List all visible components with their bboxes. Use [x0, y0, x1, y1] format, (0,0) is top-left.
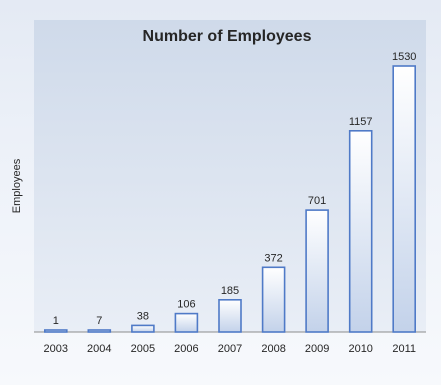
bar-2010	[348, 130, 373, 333]
chart-title: Number of Employees	[143, 28, 312, 45]
y-axis-label: Employees	[11, 158, 23, 213]
x-tick-label-2011: 2011	[392, 343, 416, 355]
x-tick-label-2007: 2007	[218, 343, 242, 355]
bar-2003	[43, 329, 68, 333]
data-label-2005: 38	[137, 310, 149, 322]
bar-2005	[131, 324, 155, 333]
data-label-2007: 185	[221, 285, 239, 297]
x-tick-labels: 2003 2004 2005 2006 2007 2008 2009 2010 2011	[44, 343, 416, 355]
data-label-2003: 1	[53, 315, 59, 327]
data-label-2006: 106	[177, 299, 195, 311]
data-label-2011: 1530	[392, 51, 416, 63]
bar-2011	[392, 65, 417, 333]
bar-2004	[87, 329, 112, 333]
bar-2007	[218, 298, 242, 333]
data-label-2010: 1157	[349, 116, 373, 128]
x-tick-label-2008: 2008	[261, 343, 285, 355]
data-label-2004: 7	[96, 315, 102, 327]
bar-2009	[305, 209, 329, 333]
bar-2006	[174, 312, 199, 333]
x-tick-label-2010: 2010	[348, 343, 372, 355]
x-tick-label-2006: 2006	[174, 343, 198, 355]
x-tick-label-2003: 2003	[44, 343, 68, 355]
x-tick-label-2004: 2004	[87, 343, 111, 355]
data-labels: 1 7 38 106 185 372 701 1157 1530	[53, 51, 417, 327]
x-tick-label-2005: 2005	[131, 343, 155, 355]
x-tick-label-2009: 2009	[305, 343, 329, 355]
data-label-2008: 372	[264, 252, 282, 264]
bars	[43, 65, 417, 333]
data-label-2009: 701	[308, 195, 326, 207]
bar-2008	[261, 266, 286, 333]
